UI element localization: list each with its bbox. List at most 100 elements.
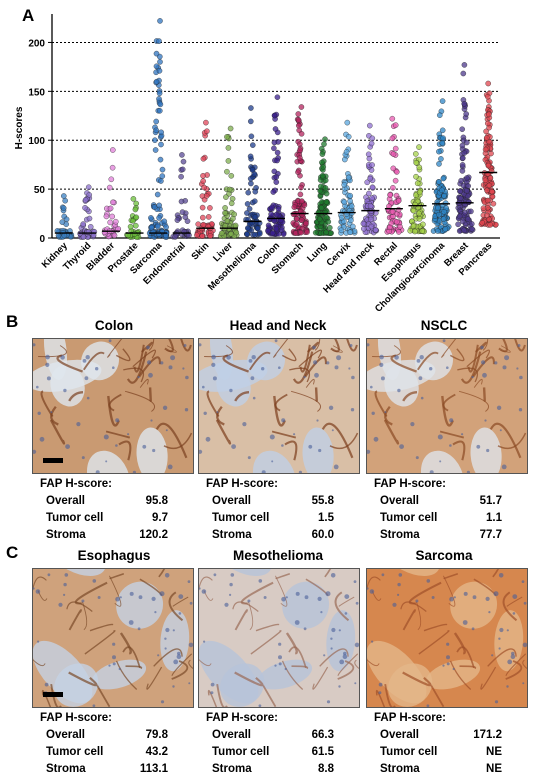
tumor-row: Tumor cell 1.5 <box>212 512 334 524</box>
data-point <box>319 172 326 179</box>
data-point <box>338 227 345 234</box>
nucleus <box>147 360 152 365</box>
nucleus <box>429 367 433 371</box>
nucleus <box>353 580 357 583</box>
data-point <box>203 119 209 126</box>
data-point <box>299 211 306 218</box>
data-point <box>367 203 374 209</box>
data-point <box>338 214 345 221</box>
data-point <box>389 115 396 122</box>
stroma-fiber <box>163 432 193 450</box>
nucleus <box>378 691 382 695</box>
data-point <box>462 209 468 216</box>
data-point <box>304 229 310 235</box>
data-point <box>439 187 445 194</box>
stroma-fiber <box>288 646 307 669</box>
data-point <box>441 193 447 199</box>
data-point <box>484 212 490 219</box>
stroma-fiber <box>247 601 254 631</box>
nucleus <box>231 444 236 449</box>
data-point <box>103 213 110 220</box>
nucleus <box>164 573 170 578</box>
nucleus <box>170 355 176 361</box>
nucleus <box>462 620 468 625</box>
data-point <box>273 225 280 232</box>
nucleus <box>230 573 235 577</box>
data-point <box>153 78 160 85</box>
data-point <box>154 223 161 230</box>
nucleus <box>506 685 509 688</box>
data-point <box>298 184 304 191</box>
data-point <box>226 186 233 193</box>
nucleus <box>247 599 251 603</box>
stroma-fiber <box>284 440 298 461</box>
data-point <box>244 231 250 237</box>
nucleus <box>39 436 45 442</box>
stroma-fiber <box>38 345 67 358</box>
nucleus <box>281 596 286 602</box>
data-point <box>273 174 280 180</box>
nucleus <box>410 422 415 427</box>
data-point <box>410 223 417 229</box>
data-point <box>156 90 163 97</box>
stroma-fiber <box>204 345 233 358</box>
nucleus <box>138 595 143 600</box>
data-point <box>156 38 162 44</box>
overall-row: Overall 79.8 <box>46 729 168 741</box>
data-point <box>85 184 92 190</box>
data-point <box>489 193 496 200</box>
overall-row: Overall 51.7 <box>380 495 502 507</box>
stroma-fiber <box>449 348 465 362</box>
data-point <box>372 227 379 233</box>
data-point <box>414 180 421 187</box>
data-point <box>367 122 373 129</box>
nucleus <box>472 595 477 600</box>
stroma-row: Stroma 60.0 <box>212 529 334 541</box>
nucleus <box>507 659 513 665</box>
data-point <box>298 217 305 223</box>
data-point <box>390 165 397 172</box>
nucleus <box>137 627 141 631</box>
nucleus <box>488 611 491 614</box>
data-point <box>435 205 441 211</box>
nucleus <box>518 408 523 412</box>
nucleus <box>159 591 165 597</box>
data-point <box>460 155 466 161</box>
data-point <box>322 185 329 191</box>
nucleus <box>336 355 342 361</box>
nucleus <box>278 655 282 660</box>
stroma-fiber <box>172 596 189 607</box>
nucleus <box>378 682 383 687</box>
nucleus <box>105 460 108 463</box>
nucleus <box>453 596 456 599</box>
data-point <box>200 221 207 228</box>
panel-letter-a: A <box>22 6 35 25</box>
nucleus <box>294 620 300 625</box>
nucleus <box>108 339 112 343</box>
data-point <box>232 222 239 229</box>
stroma-fiber <box>338 596 355 607</box>
nucleus <box>325 591 331 597</box>
data-point <box>270 189 277 195</box>
data-point <box>218 230 225 237</box>
data-point <box>461 150 468 156</box>
nucleus <box>344 612 348 615</box>
stroma-fiber <box>188 659 193 669</box>
data-point <box>438 156 444 162</box>
data-point <box>225 145 232 151</box>
data-point <box>295 111 302 117</box>
nucleus <box>132 470 136 473</box>
data-point <box>110 199 116 206</box>
data-point <box>153 50 160 57</box>
nucleus <box>284 667 287 671</box>
nucleus <box>452 667 455 671</box>
data-point <box>485 162 492 169</box>
nucleus <box>442 664 445 667</box>
data-point <box>80 221 86 227</box>
data-point <box>107 205 114 212</box>
data-point <box>249 167 256 173</box>
nucleus <box>416 359 421 363</box>
stroma-fiber <box>497 432 527 450</box>
data-point <box>158 141 164 148</box>
data-point <box>320 164 327 170</box>
